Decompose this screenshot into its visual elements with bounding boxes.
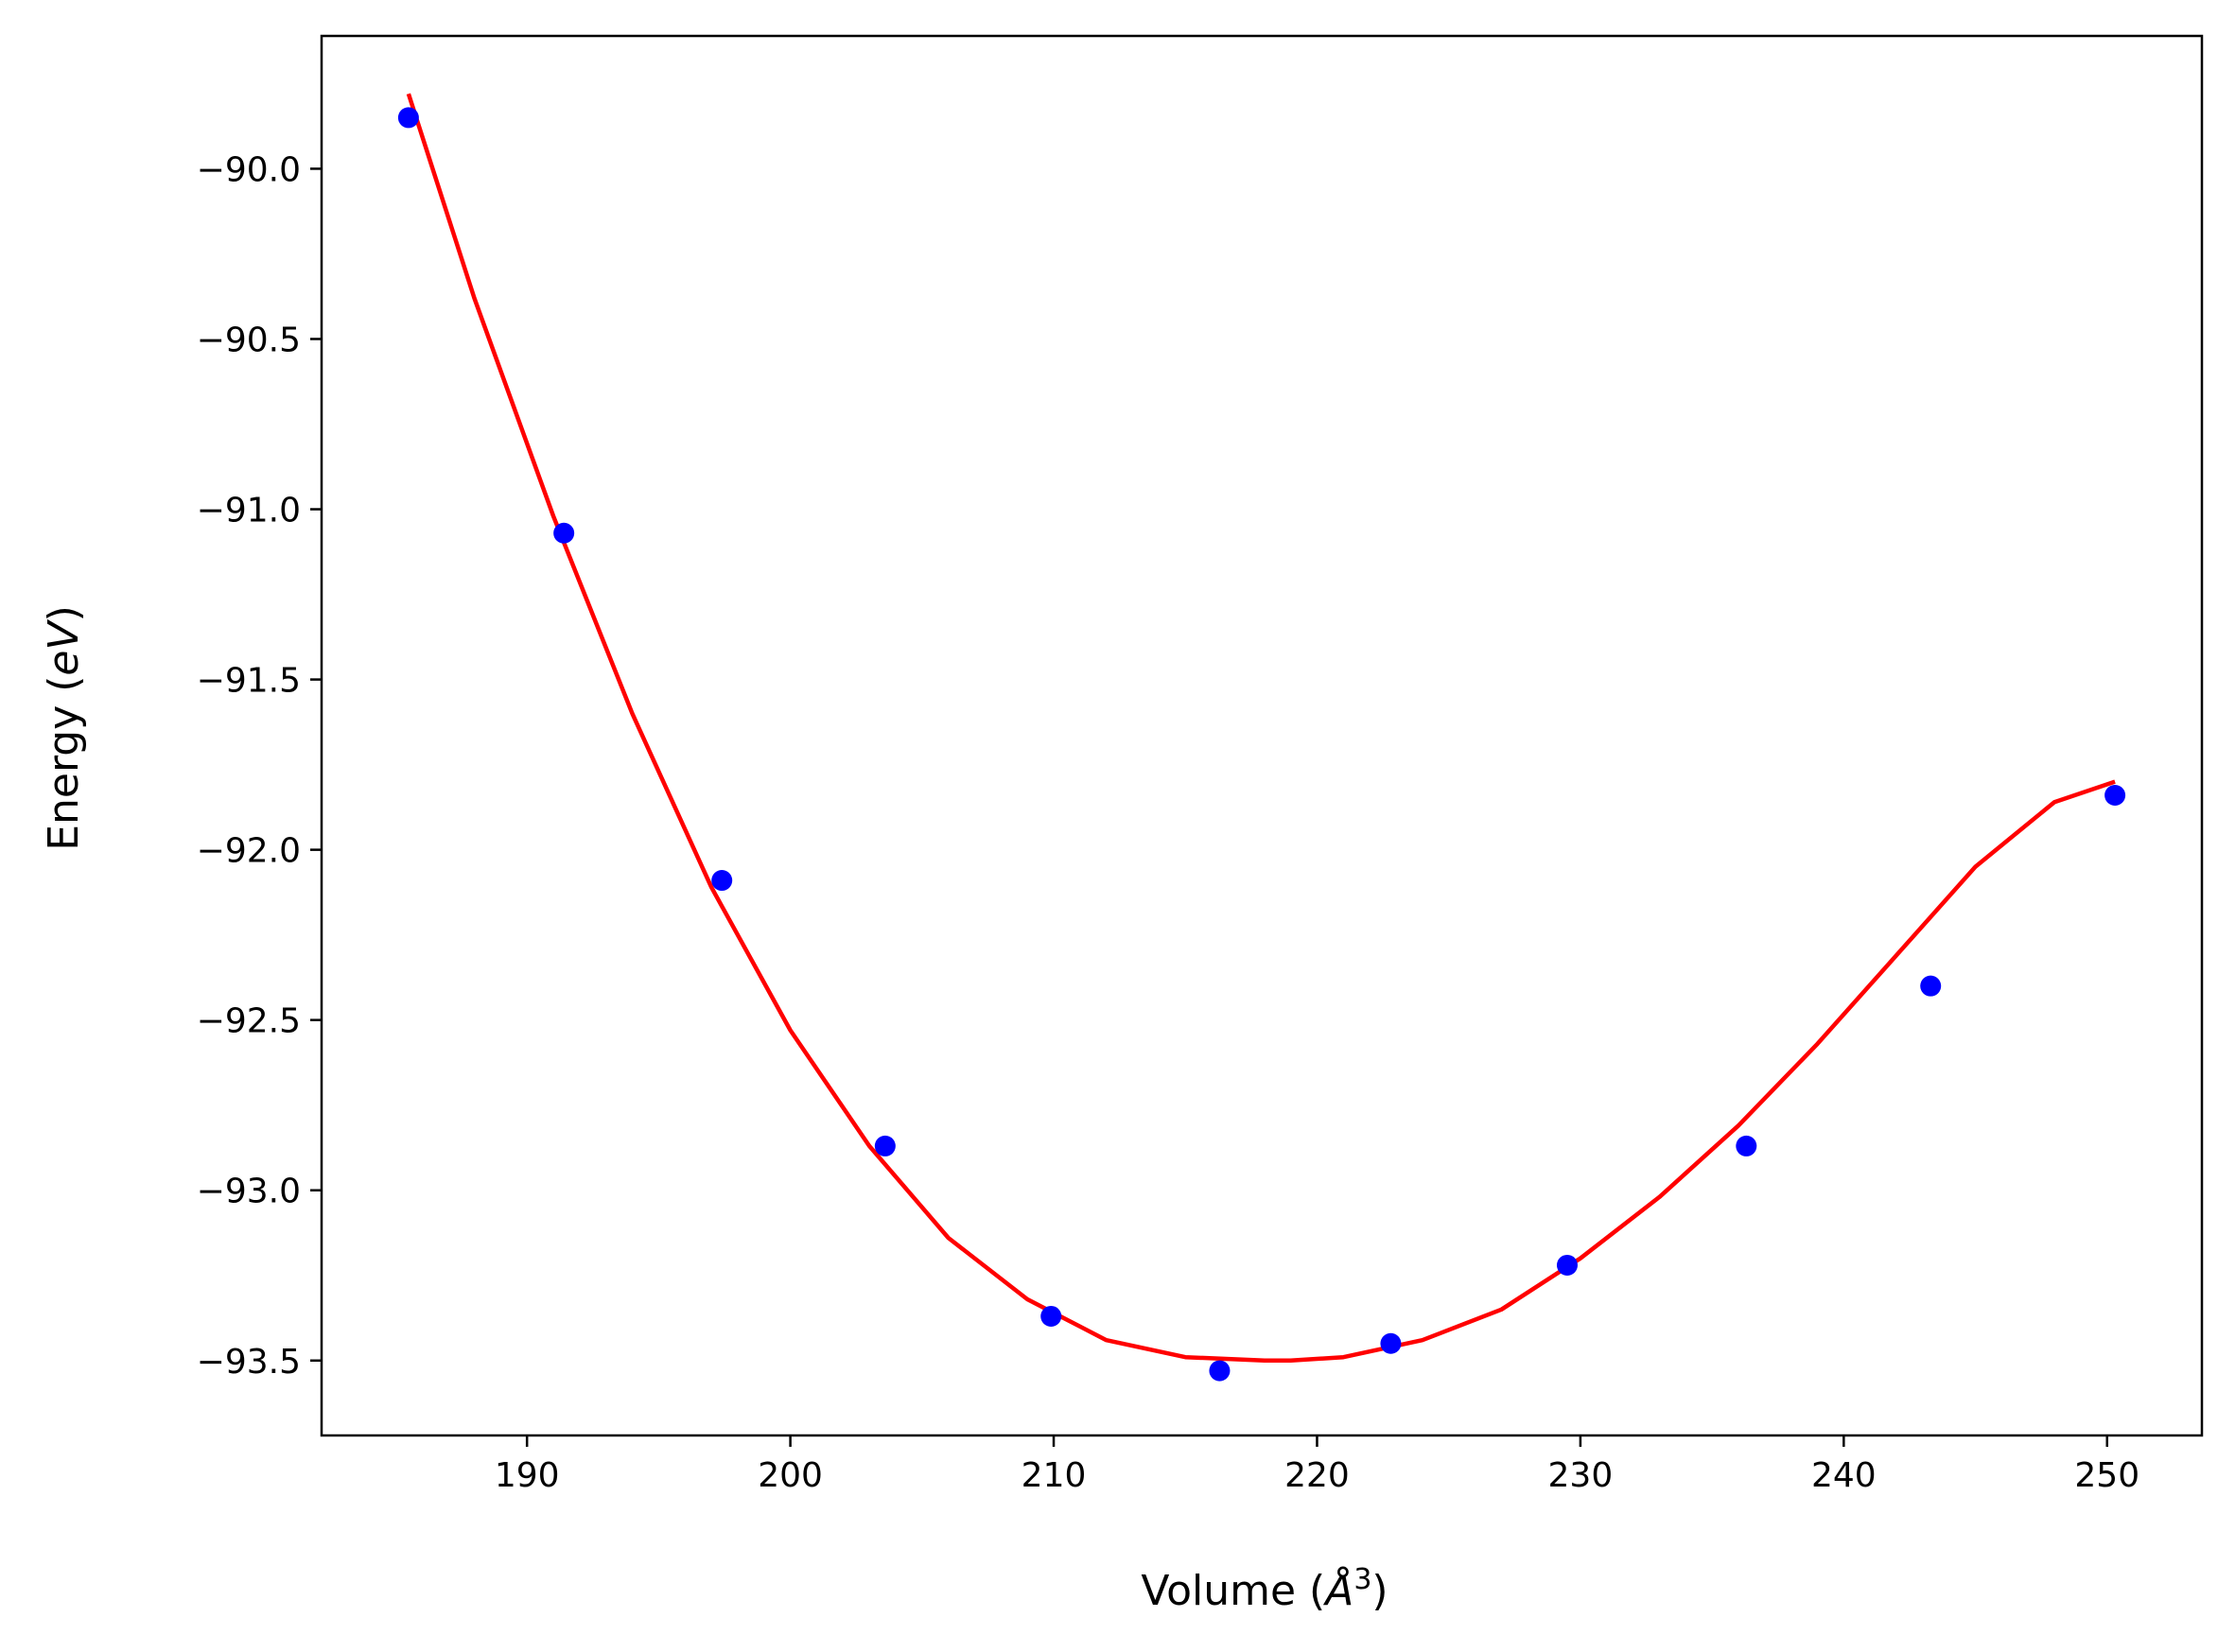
data-point	[553, 522, 575, 544]
y-tick-label: −90.5	[197, 321, 301, 359]
y-tick-label: −92.5	[197, 1002, 301, 1041]
x-axis-label: Volume (Å3)	[1141, 1563, 1388, 1616]
x-tick-label: 240	[1811, 1456, 1877, 1495]
plot-frame	[320, 34, 2204, 1437]
data-point	[874, 1135, 896, 1156]
x-tick-label: 230	[1548, 1456, 1614, 1495]
data-point	[2104, 785, 2126, 807]
y-tick-label: −90.0	[197, 150, 301, 189]
y-tick-label: −93.0	[197, 1173, 301, 1211]
data-point	[1380, 1332, 1402, 1354]
y-tick-label: −93.5	[197, 1343, 301, 1382]
data-point	[711, 870, 733, 892]
y-tick-label: −91.5	[197, 662, 301, 701]
x-tick-label: 220	[1284, 1456, 1350, 1495]
x-tick-label: 250	[2074, 1456, 2139, 1495]
x-tick-label: 200	[758, 1456, 823, 1495]
y-axis-ticks: −90.0 −90.5 −91.0 −91.5 −92.0 −92.5 −93.0 −93.5	[197, 150, 322, 1382]
data-point	[397, 107, 419, 129]
x-tick-label: 190	[495, 1456, 560, 1495]
data-point	[1209, 1360, 1231, 1382]
fit-curve	[406, 93, 2116, 1364]
y-tick-label: −91.0	[197, 492, 301, 530]
y-axis-label: Energy (eV)	[40, 605, 88, 851]
x-tick-label: 210	[1021, 1456, 1087, 1495]
plot-area	[397, 93, 2126, 1382]
data-point	[1920, 975, 1942, 997]
data-point	[1736, 1135, 1757, 1156]
data-point	[1556, 1254, 1578, 1276]
data-point	[1040, 1305, 1062, 1327]
x-axis-ticks: 190 200 210 220 230 240 250	[495, 1435, 2139, 1495]
y-tick-label: −92.0	[197, 832, 301, 871]
